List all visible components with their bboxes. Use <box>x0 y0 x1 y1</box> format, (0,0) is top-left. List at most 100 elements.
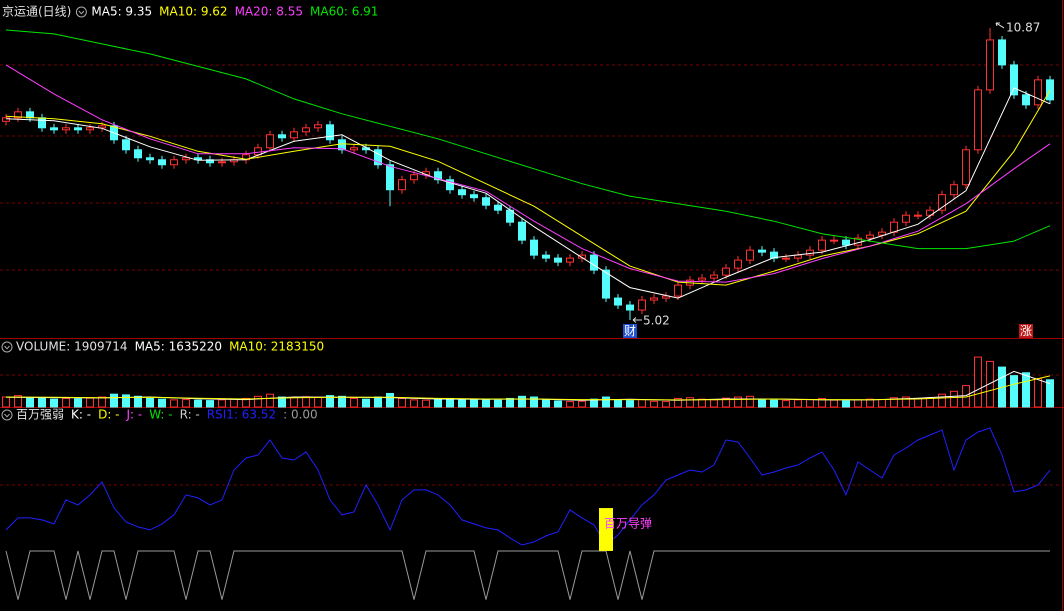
volume-bar <box>158 398 166 408</box>
menu-icon-arrow <box>4 345 10 350</box>
indicator-line <box>5 427 1051 546</box>
volume-bar <box>542 399 550 408</box>
volume-bar <box>218 399 226 408</box>
candle-body <box>1046 79 1054 101</box>
volume-bar <box>26 397 34 408</box>
candle-body <box>266 134 274 149</box>
legend-label: MA20: 8.55 <box>235 5 303 19</box>
volume-bar <box>566 401 574 408</box>
candle-body <box>914 214 922 217</box>
volume-bar <box>110 393 118 408</box>
candle-body <box>182 157 190 161</box>
volume-bar <box>506 397 514 408</box>
ma-line <box>5 64 1051 283</box>
event-marker <box>1019 324 1033 338</box>
volume-bar <box>50 398 58 408</box>
candle-body <box>386 164 394 191</box>
volume-bar <box>674 397 682 408</box>
candle-body <box>458 189 466 196</box>
candle-body <box>494 204 502 211</box>
volume-bar <box>938 393 946 408</box>
candle-body <box>710 274 718 279</box>
volume-bar <box>818 397 826 408</box>
candle-body <box>758 249 766 253</box>
candle-body <box>398 179 406 191</box>
legend-label: D: - <box>98 408 119 422</box>
volume-bar <box>86 397 94 408</box>
signal-label: 百万导弹 <box>604 517 652 531</box>
menu-icon <box>1 409 13 421</box>
candle-body <box>734 259 742 269</box>
volume-bar <box>614 399 622 408</box>
volume-bar <box>482 399 490 408</box>
volume-bar <box>974 356 982 408</box>
candle-body <box>1034 79 1042 106</box>
volume-bar <box>350 397 358 408</box>
candle-body <box>638 299 646 311</box>
annotation-label: 5.02 <box>643 314 670 328</box>
candle-body <box>626 304 634 311</box>
volume-ma-line <box>5 375 1051 401</box>
volume-bar <box>1010 375 1018 408</box>
candle-body <box>614 297 622 306</box>
volume-bar <box>518 395 526 408</box>
volume-bar <box>686 397 694 408</box>
candle-body <box>950 184 958 196</box>
candle-body <box>566 257 574 263</box>
legend-label: RSI1: 63.52 <box>207 408 276 422</box>
volume-bar <box>98 396 106 408</box>
volume-bar <box>554 400 562 408</box>
volume-bar <box>170 399 178 408</box>
volume-bar <box>374 396 382 408</box>
candle-body <box>314 124 322 129</box>
volume-bar <box>638 399 646 408</box>
annotation-label: 10.87 <box>1006 20 1040 34</box>
volume-bar <box>794 399 802 408</box>
volume-bar <box>758 398 766 408</box>
candle-body <box>62 127 70 131</box>
ma-line <box>5 29 1051 250</box>
candle-body <box>518 221 526 241</box>
volume-bar <box>134 395 142 408</box>
volume-bar <box>434 399 442 408</box>
menu-icon <box>1 341 13 353</box>
volume-bar <box>14 395 22 408</box>
candle-body <box>470 194 478 199</box>
volume-bar <box>806 399 814 408</box>
candle-body <box>866 234 874 239</box>
annotation-arrow <box>995 22 1005 29</box>
candle-body <box>662 295 670 299</box>
annotation-arrow <box>632 317 642 323</box>
event-marker-label: 涨 <box>1020 323 1032 338</box>
candle-body <box>2 117 10 122</box>
candle-body <box>434 171 442 181</box>
candle-body <box>698 277 706 281</box>
volume-bar <box>398 397 406 408</box>
legend-label: MA5: 1635220 <box>135 340 223 354</box>
chart-title: 京运通(日线) <box>2 5 71 19</box>
candle-body <box>350 147 358 151</box>
volume-bar <box>422 399 430 408</box>
volume-bar <box>494 399 502 408</box>
candle-body <box>926 209 934 216</box>
legend-label: : 0.00 <box>283 408 318 422</box>
indicator-line <box>5 550 1050 600</box>
volume-bar <box>278 396 286 408</box>
candle-body <box>902 214 910 223</box>
volume-bar <box>782 400 790 408</box>
volume-bar <box>74 398 82 408</box>
candle-body <box>806 249 814 256</box>
candle-body <box>530 239 538 256</box>
volume-bar <box>194 399 202 408</box>
volume-bar <box>410 399 418 408</box>
candle-body <box>830 239 838 242</box>
candle-body <box>1022 94 1030 106</box>
volume-bar <box>182 399 190 408</box>
candle-body <box>134 149 142 159</box>
volume-bar <box>950 390 958 408</box>
legend-label: MA60: 6.91 <box>310 5 378 19</box>
volume-bar <box>1046 379 1054 408</box>
candle-body <box>938 194 946 211</box>
candle-body <box>50 127 58 131</box>
